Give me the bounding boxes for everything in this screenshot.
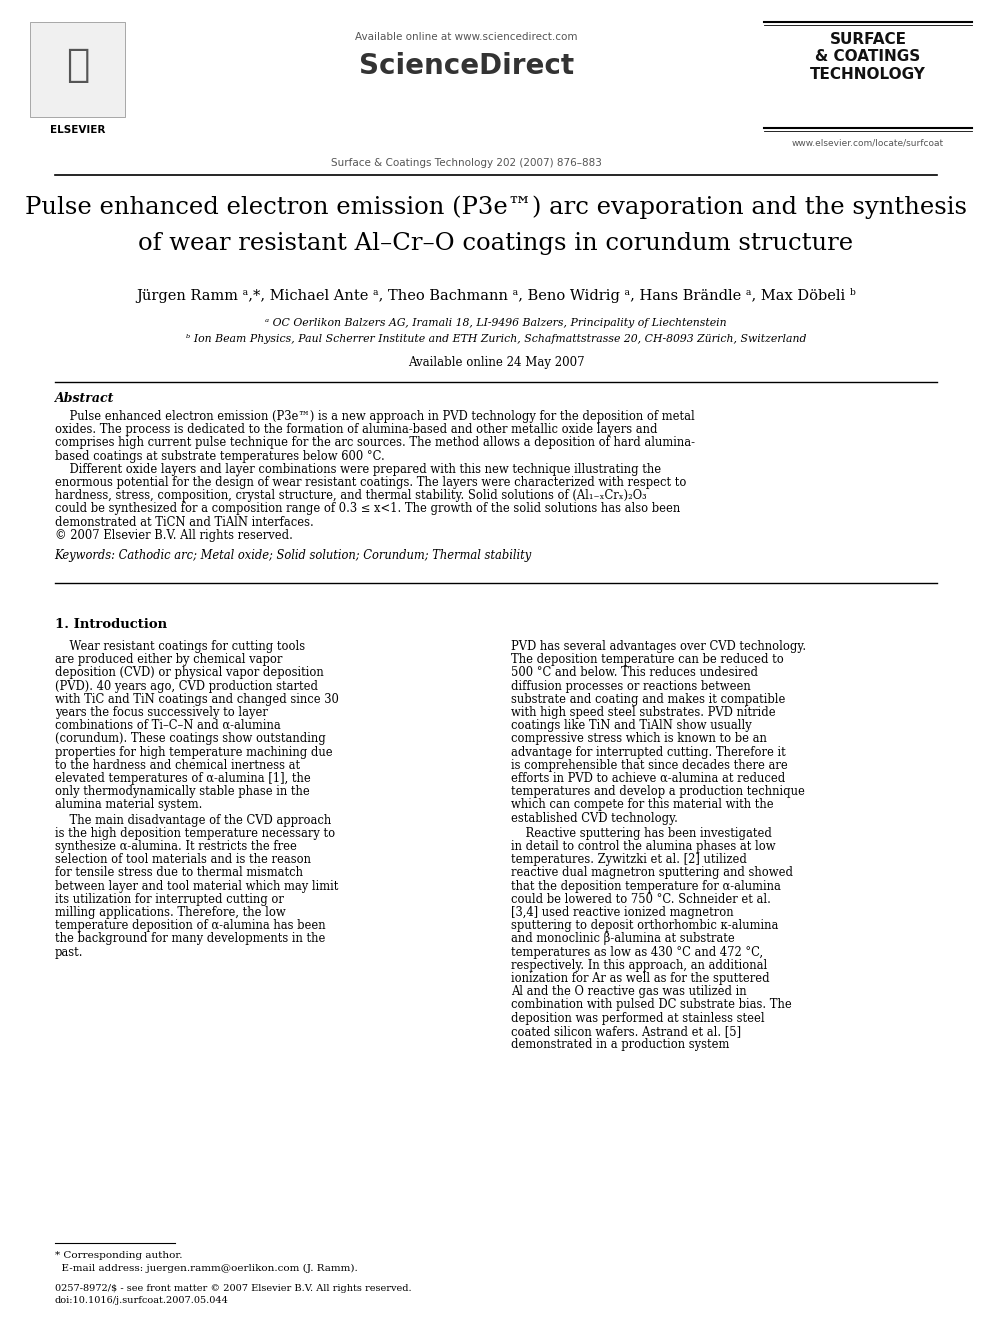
Text: demonstrated in a production system: demonstrated in a production system — [511, 1039, 729, 1050]
Text: hardness, stress, composition, crystal structure, and thermal stability. Solid s: hardness, stress, composition, crystal s… — [55, 490, 646, 503]
Text: The main disadvantage of the CVD approach: The main disadvantage of the CVD approac… — [55, 814, 330, 827]
Text: respectively. In this approach, an additional: respectively. In this approach, an addit… — [511, 959, 767, 972]
Text: in detail to control the alumina phases at low: in detail to control the alumina phases … — [511, 840, 776, 853]
Text: deposition was performed at stainless steel: deposition was performed at stainless st… — [511, 1012, 765, 1024]
Text: The deposition temperature can be reduced to: The deposition temperature can be reduce… — [511, 654, 784, 667]
Text: www.elsevier.com/locate/surfcoat: www.elsevier.com/locate/surfcoat — [792, 138, 944, 147]
Text: which can compete for this material with the: which can compete for this material with… — [511, 798, 774, 811]
Text: Reactive sputtering has been investigated: Reactive sputtering has been investigate… — [511, 827, 772, 840]
Text: compressive stress which is known to be an: compressive stress which is known to be … — [511, 733, 767, 745]
Text: Abstract: Abstract — [55, 392, 114, 405]
Text: that the deposition temperature for α-alumina: that the deposition temperature for α-al… — [511, 880, 781, 893]
Text: enormous potential for the design of wear resistant coatings. The layers were ch: enormous potential for the design of wea… — [55, 476, 685, 490]
Text: ᵇ Ion Beam Physics, Paul Scherrer Institute and ETH Zurich, Schafmattstrasse 20,: ᵇ Ion Beam Physics, Paul Scherrer Instit… — [186, 333, 806, 344]
Text: ionization for Ar as well as for the sputtered: ionization for Ar as well as for the spu… — [511, 972, 770, 986]
Text: properties for high temperature machining due: properties for high temperature machinin… — [55, 746, 332, 758]
Text: diffusion processes or reactions between: diffusion processes or reactions between — [511, 680, 751, 693]
Text: with TiC and TiN coatings and changed since 30: with TiC and TiN coatings and changed si… — [55, 693, 338, 705]
Text: Pulse enhanced electron emission (P3e™) is a new approach in PVD technology for : Pulse enhanced electron emission (P3e™) … — [55, 410, 694, 423]
Text: ᵃ OC Oerlikon Balzers AG, Iramali 18, LI-9496 Balzers, Principality of Liechtens: ᵃ OC Oerlikon Balzers AG, Iramali 18, LI… — [265, 318, 727, 328]
Text: doi:10.1016/j.surfcoat.2007.05.044: doi:10.1016/j.surfcoat.2007.05.044 — [55, 1297, 228, 1304]
Text: (corundum). These coatings show outstanding: (corundum). These coatings show outstand… — [55, 733, 325, 745]
Text: temperature deposition of α-alumina has been: temperature deposition of α-alumina has … — [55, 919, 325, 933]
Text: 500 °C and below. This reduces undesired: 500 °C and below. This reduces undesired — [511, 667, 758, 680]
Text: (PVD). 40 years ago, CVD production started: (PVD). 40 years ago, CVD production star… — [55, 680, 317, 693]
Text: demonstrated at TiCN and TiAlN interfaces.: demonstrated at TiCN and TiAlN interface… — [55, 516, 313, 529]
Text: sputtering to deposit orthorhombic κ-alumina: sputtering to deposit orthorhombic κ-alu… — [511, 919, 779, 933]
Text: 0257-8972/$ - see front matter © 2007 Elsevier B.V. All rights reserved.: 0257-8972/$ - see front matter © 2007 El… — [55, 1285, 412, 1293]
Text: ScienceDirect: ScienceDirect — [359, 52, 573, 79]
Text: comprises high current pulse technique for the arc sources. The method allows a : comprises high current pulse technique f… — [55, 437, 694, 450]
Text: based coatings at substrate temperatures below 600 °C.: based coatings at substrate temperatures… — [55, 450, 384, 463]
Text: deposition (CVD) or physical vapor deposition: deposition (CVD) or physical vapor depos… — [55, 667, 323, 680]
Text: coated silicon wafers. Astrand et al. [5]: coated silicon wafers. Astrand et al. [5… — [511, 1025, 741, 1037]
Text: and monoclinic β-alumina at substrate: and monoclinic β-alumina at substrate — [511, 933, 735, 946]
Text: Jürgen Ramm ᵃ,*, Michael Ante ᵃ, Theo Bachmann ᵃ, Beno Widrig ᵃ, Hans Brändle ᵃ,: Jürgen Ramm ᵃ,*, Michael Ante ᵃ, Theo Ba… — [136, 288, 856, 303]
Text: is the high deposition temperature necessary to: is the high deposition temperature neces… — [55, 827, 334, 840]
Text: years the focus successively to layer: years the focus successively to layer — [55, 706, 268, 718]
Text: combinations of Ti–C–N and α-alumina: combinations of Ti–C–N and α-alumina — [55, 720, 281, 732]
Text: Wear resistant coatings for cutting tools: Wear resistant coatings for cutting tool… — [55, 640, 305, 654]
Text: only thermodynamically stable phase in the: only thermodynamically stable phase in t… — [55, 785, 310, 798]
Text: reactive dual magnetron sputtering and showed: reactive dual magnetron sputtering and s… — [511, 867, 793, 880]
Text: elevated temperatures of α-alumina [1], the: elevated temperatures of α-alumina [1], … — [55, 773, 310, 785]
Text: * Corresponding author.: * Corresponding author. — [55, 1252, 183, 1259]
Text: 1. Introduction: 1. Introduction — [55, 618, 167, 631]
Text: SURFACE
& COATINGS
TECHNOLOGY: SURFACE & COATINGS TECHNOLOGY — [810, 32, 926, 82]
Text: selection of tool materials and is the reason: selection of tool materials and is the r… — [55, 853, 310, 867]
Text: advantage for interrupted cutting. Therefore it: advantage for interrupted cutting. There… — [511, 746, 786, 758]
Text: [3,4] used reactive ionized magnetron: [3,4] used reactive ionized magnetron — [511, 906, 733, 919]
Text: ELSEVIER: ELSEVIER — [50, 124, 105, 135]
Text: oxides. The process is dedicated to the formation of alumina-based and other met: oxides. The process is dedicated to the … — [55, 423, 657, 437]
Text: for tensile stress due to thermal mismatch: for tensile stress due to thermal mismat… — [55, 867, 303, 880]
Text: could be synthesized for a composition range of 0.3 ≤ x<1. The growth of the sol: could be synthesized for a composition r… — [55, 503, 680, 516]
Text: temperatures as low as 430 °C and 472 °C,: temperatures as low as 430 °C and 472 °C… — [511, 946, 763, 959]
Bar — [30, 22, 125, 116]
Text: with high speed steel substrates. PVD nitride: with high speed steel substrates. PVD ni… — [511, 706, 776, 718]
Text: Al and the O reactive gas was utilized in: Al and the O reactive gas was utilized i… — [511, 986, 747, 998]
Text: of wear resistant Al–Cr–O coatings in corundum structure: of wear resistant Al–Cr–O coatings in co… — [139, 232, 853, 255]
Text: past.: past. — [55, 946, 83, 959]
Text: substrate and coating and makes it compatible: substrate and coating and makes it compa… — [511, 693, 786, 705]
Text: temperatures. Zywitzki et al. [2] utilized: temperatures. Zywitzki et al. [2] utiliz… — [511, 853, 747, 867]
Text: Pulse enhanced electron emission (P3e™) arc evaporation and the synthesis: Pulse enhanced electron emission (P3e™) … — [25, 194, 967, 218]
Text: its utilization for interrupted cutting or: its utilization for interrupted cutting … — [55, 893, 284, 906]
Text: the background for many developments in the: the background for many developments in … — [55, 933, 325, 946]
Text: Available online 24 May 2007: Available online 24 May 2007 — [408, 356, 584, 369]
Text: established CVD technology.: established CVD technology. — [511, 811, 678, 824]
Text: are produced either by chemical vapor: are produced either by chemical vapor — [55, 654, 282, 667]
Text: synthesize α-alumina. It restricts the free: synthesize α-alumina. It restricts the f… — [55, 840, 297, 853]
Text: Keywords: Cathodic arc; Metal oxide; Solid solution; Corundum; Thermal stability: Keywords: Cathodic arc; Metal oxide; Sol… — [55, 549, 532, 561]
Text: combination with pulsed DC substrate bias. The: combination with pulsed DC substrate bia… — [511, 999, 792, 1011]
Text: alumina material system.: alumina material system. — [55, 798, 202, 811]
Text: Surface & Coatings Technology 202 (2007) 876–883: Surface & Coatings Technology 202 (2007)… — [330, 157, 602, 168]
Text: could be lowered to 750 °C. Schneider et al.: could be lowered to 750 °C. Schneider et… — [511, 893, 771, 906]
Text: 🌳: 🌳 — [65, 46, 89, 83]
Text: Different oxide layers and layer combinations were prepared with this new techni: Different oxide layers and layer combina… — [55, 463, 661, 476]
Text: efforts in PVD to achieve α-alumina at reduced: efforts in PVD to achieve α-alumina at r… — [511, 773, 785, 785]
Text: between layer and tool material which may limit: between layer and tool material which ma… — [55, 880, 338, 893]
Text: Available online at www.sciencedirect.com: Available online at www.sciencedirect.co… — [355, 32, 577, 42]
Text: temperatures and develop a production technique: temperatures and develop a production te… — [511, 785, 805, 798]
Text: is comprehensible that since decades there are: is comprehensible that since decades the… — [511, 759, 788, 771]
Text: E-mail address: juergen.ramm@oerlikon.com (J. Ramm).: E-mail address: juergen.ramm@oerlikon.co… — [55, 1263, 357, 1273]
Text: © 2007 Elsevier B.V. All rights reserved.: © 2007 Elsevier B.V. All rights reserved… — [55, 529, 293, 542]
Text: milling applications. Therefore, the low: milling applications. Therefore, the low — [55, 906, 286, 919]
Text: PVD has several advantages over CVD technology.: PVD has several advantages over CVD tech… — [511, 640, 806, 654]
Text: to the hardness and chemical inertness at: to the hardness and chemical inertness a… — [55, 759, 300, 771]
Text: coatings like TiN and TiAlN show usually: coatings like TiN and TiAlN show usually — [511, 720, 752, 732]
